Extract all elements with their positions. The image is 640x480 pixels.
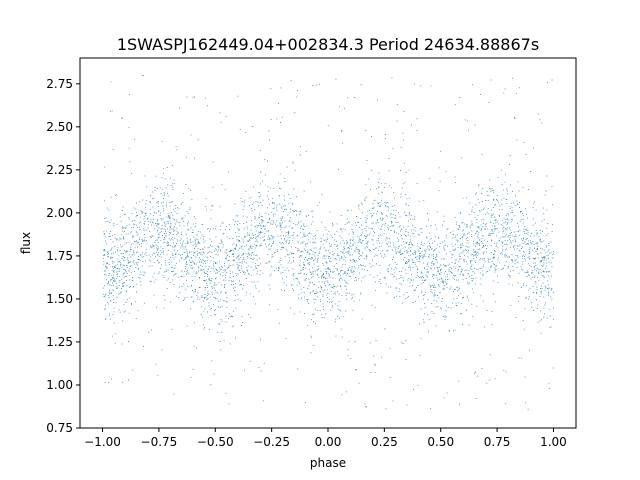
y-tick-label: 0.75 [46,421,73,435]
x-tick-label: 0.50 [427,435,454,449]
flux-scatter-points [102,74,555,410]
x-axis-ticks: −1.00 −0.75 −0.50 −0.25 0.00 0.25 0.50 0.75 1.00 [84,428,567,449]
x-tick-label: 0.75 [484,435,511,449]
data-points [102,74,555,410]
y-axis-ticks: 0.75 1.00 1.25 1.50 1.75 2.00 2.25 2.50 2.75 [46,77,80,435]
y-tick-label: 2.75 [46,77,73,91]
x-tick-label: 0.00 [315,435,342,449]
x-tick-label: −0.25 [253,435,290,449]
y-tick-label: 2.00 [46,206,73,220]
x-tick-label: −1.00 [84,435,121,449]
y-tick-label: 2.50 [46,120,73,134]
x-tick-label: 0.25 [371,435,398,449]
x-tick-label: −0.50 [197,435,234,449]
chart-title: 1SWASPJ162449.04+002834.3 Period 24634.8… [117,35,539,54]
x-tick-label: −0.75 [141,435,178,449]
y-tick-label: 1.75 [46,249,73,263]
y-tick-label: 1.00 [46,378,73,392]
y-tick-label: 1.50 [46,292,73,306]
x-axis-label: phase [310,456,346,470]
y-tick-label: 1.25 [46,335,73,349]
y-tick-label: 2.25 [46,163,73,177]
x-tick-label: 1.00 [540,435,567,449]
y-axis-label: flux [19,232,33,254]
